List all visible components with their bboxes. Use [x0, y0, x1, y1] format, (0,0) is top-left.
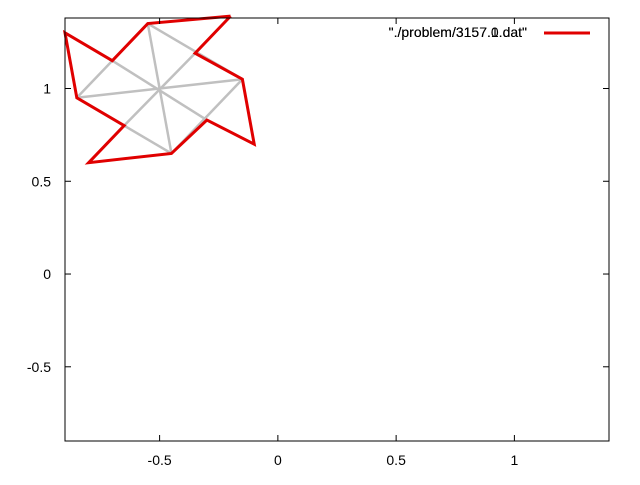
- legend-label-1: "./problem/3157.0.dat": [389, 24, 527, 40]
- helper-lines: [75, 22, 244, 155]
- legend-label-0: "./problem/3157.1.dat": [389, 24, 527, 40]
- x-tick-label-0: -0.5: [148, 452, 172, 468]
- helper-segment-3: [123, 52, 196, 127]
- y-tick-label-0: -0.5: [27, 359, 51, 375]
- y-tick-label-3: 1: [43, 81, 51, 97]
- x-tick-label-2: 0.5: [386, 452, 406, 468]
- y-tick-label-2: 0.5: [32, 173, 52, 189]
- series-line-0: [62, 14, 257, 165]
- x-tick-label-3: 1: [510, 452, 518, 468]
- plot-frame: [64, 17, 610, 442]
- y-tick-label-1: 0: [43, 266, 51, 282]
- legend: "./problem/3157.1.dat" "./problem/3157.0…: [389, 24, 590, 40]
- x-tick-label-1: 0: [274, 452, 282, 468]
- series-lines: [62, 14, 257, 165]
- axis-ticks: -0.5 0 0.5 1 -0.5 0 0.5 1: [27, 18, 609, 468]
